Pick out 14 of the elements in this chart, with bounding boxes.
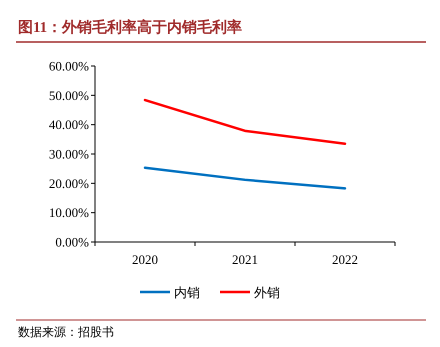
x-tick-label: 2022 bbox=[332, 252, 358, 267]
y-tick-label: 0.00% bbox=[55, 234, 90, 250]
x-tick-label: 2020 bbox=[132, 252, 158, 267]
y-tick-label: 60.00% bbox=[48, 58, 90, 74]
legend-label: 内销 bbox=[174, 285, 200, 300]
y-tick-label: 40.00% bbox=[48, 117, 90, 132]
y-tick-label: 50.00% bbox=[48, 88, 90, 103]
source-note: 数据来源：招股书 bbox=[18, 325, 114, 339]
y-tick-label: 20.00% bbox=[48, 176, 90, 191]
legend-label: 外销 bbox=[254, 285, 280, 300]
y-tick-label: 30.00% bbox=[48, 146, 90, 162]
y-tick-label: 10.00% bbox=[48, 205, 90, 220]
title: 图11：外销毛利率高于内销毛利率 bbox=[18, 20, 242, 36]
x-tick-label: 2021 bbox=[232, 252, 258, 267]
